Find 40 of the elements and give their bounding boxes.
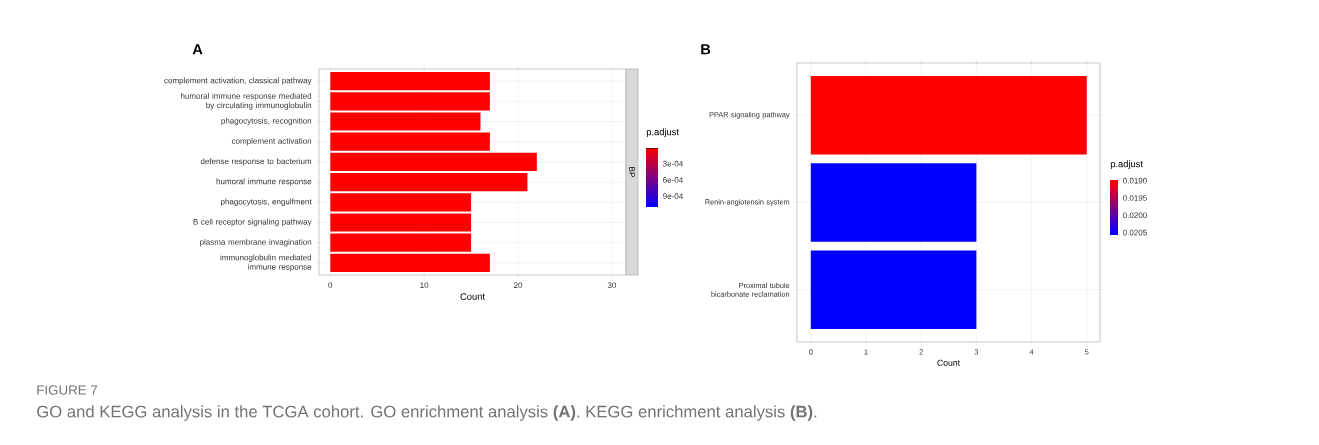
bar	[330, 253, 490, 272]
bar	[330, 72, 490, 91]
color-bar-label: 3e-04	[663, 160, 683, 167]
color-bar-label: 0.0200	[1123, 212, 1147, 219]
color-bar-label: 9e-04	[663, 193, 683, 200]
bar	[330, 112, 481, 131]
color-bar-label: 0.0190	[1123, 177, 1147, 184]
color-bar-label: 0.0195	[1123, 195, 1147, 201]
chart-title: B	[701, 44, 711, 55]
y-tick-label: complement activation	[231, 137, 312, 146]
x-axis-title: Count	[460, 293, 485, 300]
text: BP	[629, 167, 635, 177]
x-tick-label: 20	[513, 282, 523, 289]
bar	[330, 193, 472, 212]
y-tick-label: phagocytosis, recognition	[221, 117, 312, 126]
y-tick-label: defense response to bacterium	[200, 158, 312, 166]
bar	[330, 132, 490, 151]
text: GO and KEGG analysis in the TCGA cohort. GO enrichment analysis (A). KEGG enrichment analysis (B).	[37, 405, 817, 421]
caption: FIGURE 7	[37, 385, 98, 395]
color-bar-label: 0.0205	[1123, 229, 1147, 236]
x-tick-label: 10	[420, 282, 429, 289]
color-bar-label: 6e-04	[663, 177, 683, 183]
y-tick-label: plasma membrane invagination	[200, 238, 312, 247]
y-tick-label: immunoglobulin mediated immune response	[220, 254, 312, 272]
y-tick-label: complement activation, classical pathway	[164, 77, 312, 85]
x-axis-title: Count	[937, 359, 960, 366]
bar	[330, 92, 490, 111]
bar	[330, 173, 528, 192]
y-tick-label: phagocytosis, engulfment	[220, 198, 312, 207]
bar	[330, 233, 472, 252]
y-tick-label: humoral immune response mediated by circulating immunoglobulin	[181, 92, 312, 110]
bar	[330, 152, 537, 171]
color-bar-title: p.adjust	[646, 128, 679, 138]
y-tick-label: humoral immune response	[216, 178, 312, 186]
x-tick-label: 0	[328, 282, 333, 289]
x-tick-label: 30	[607, 282, 617, 289]
bar	[330, 213, 472, 232]
color-bar-title: p.adjust	[1110, 160, 1143, 170]
text: A	[192, 44, 203, 55]
y-tick-label: B cell receptor signaling pathway	[193, 218, 312, 227]
